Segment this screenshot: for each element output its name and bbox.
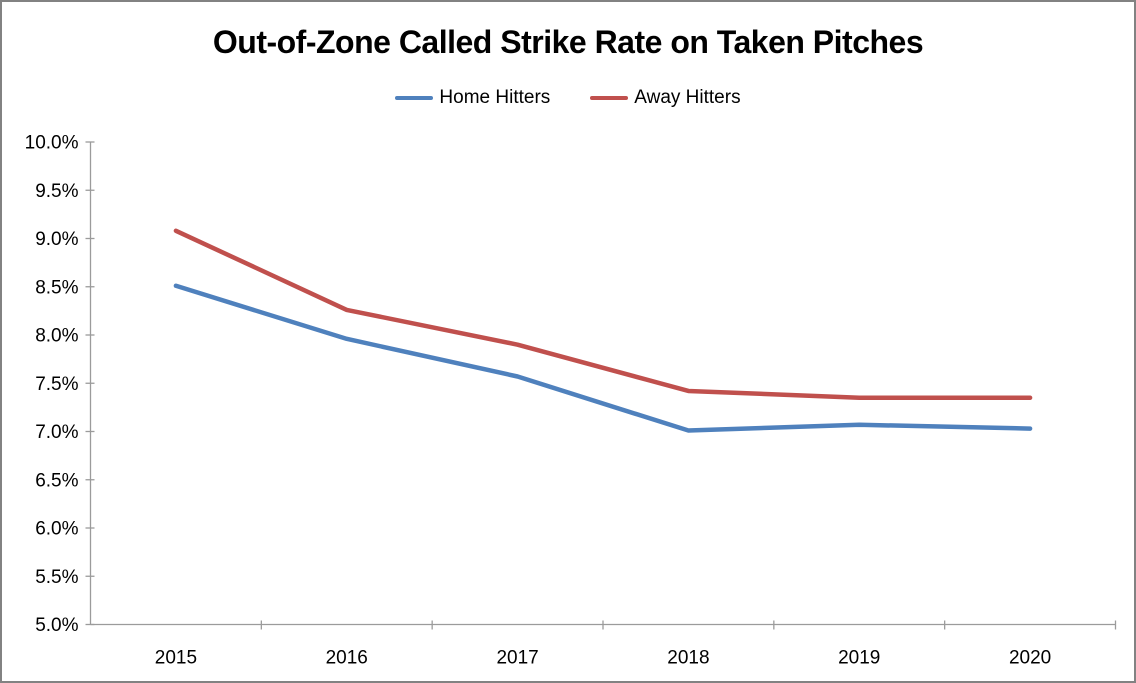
legend-line-swatch — [590, 95, 629, 101]
x-axis-tick-label: 2018 — [667, 648, 709, 669]
chart-title: Out-of-Zone Called Strike Rate on Taken … — [212, 24, 924, 60]
legend-label: Away Hitters — [634, 87, 741, 108]
x-axis-tick-label: 2017 — [496, 648, 538, 669]
y-axis-tick-label: 8.5% — [35, 277, 78, 298]
legend-entry: Away Hitters — [590, 87, 741, 109]
y-axis-tick-label: 10.0% — [25, 133, 79, 154]
legend-entry: Home Hitters — [395, 87, 550, 109]
y-axis-tick-label: 9.0% — [35, 229, 78, 250]
x-axis-tick-label: 2015 — [155, 648, 197, 669]
y-axis-tick-label: 7.0% — [35, 422, 78, 443]
y-axis-tick-label: 8.0% — [35, 326, 78, 347]
legend-label: Home Hitters — [439, 87, 551, 108]
series-line-away-hitters — [173, 228, 1033, 400]
y-axis-tick-label: 6.0% — [35, 519, 78, 540]
x-axis-tick-label: 2020 — [1009, 648, 1051, 669]
y-axis-tick-label: 5.0% — [35, 615, 78, 636]
y-axis-tick-label: 5.5% — [35, 567, 78, 588]
legend-line-swatch — [395, 95, 434, 101]
x-axis-tick-label: 2019 — [838, 648, 880, 669]
series-line-home-hitters — [173, 283, 1033, 433]
chart-legend: Home Hitters Away Hitters — [2, 87, 1134, 109]
y-axis-tick-label: 9.5% — [35, 181, 78, 202]
y-axis-tick-label: 6.5% — [35, 470, 78, 491]
x-axis-tick-label: 2016 — [326, 648, 368, 669]
y-axis-tick-label: 7.5% — [35, 374, 78, 395]
